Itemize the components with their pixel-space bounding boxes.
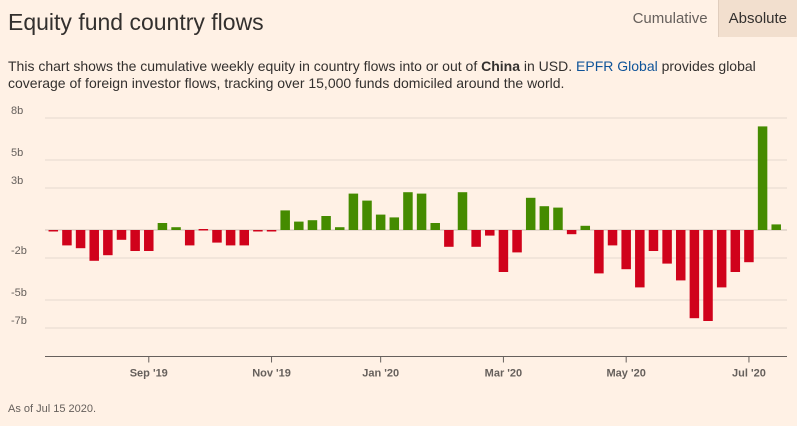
bar xyxy=(130,230,140,251)
bar xyxy=(675,230,686,281)
bar xyxy=(375,214,386,230)
bar xyxy=(539,206,550,230)
bar xyxy=(348,193,359,230)
y-tick-label: 5b xyxy=(11,147,23,159)
bar xyxy=(444,230,454,247)
bar xyxy=(184,230,195,246)
bar xyxy=(239,230,250,246)
bar xyxy=(416,193,427,230)
bar xyxy=(103,230,113,256)
chart-title: Equity fund country flows xyxy=(8,9,264,35)
y-tick-label: 3b xyxy=(11,175,23,187)
description-country: China xyxy=(481,58,520,74)
bar xyxy=(266,230,277,232)
x-tick-label: May '20 xyxy=(607,368,646,380)
description-text-3: provides global coverage of foreign inve… xyxy=(8,58,756,91)
bar xyxy=(144,230,154,251)
x-tick-label: Mar '20 xyxy=(485,368,522,380)
y-tick-label: -5b xyxy=(11,287,27,299)
bar xyxy=(512,230,522,253)
bar xyxy=(198,229,209,231)
bar xyxy=(403,192,413,230)
bar xyxy=(771,224,781,230)
y-tick-label: -7b xyxy=(11,315,27,327)
bar xyxy=(580,225,591,230)
x-tick-label: Nov '19 xyxy=(252,368,291,380)
bar xyxy=(594,230,604,274)
tab-cumulative[interactable]: Cumulative xyxy=(622,0,718,37)
bar xyxy=(457,192,468,230)
x-tick-label: Sep '19 xyxy=(130,368,168,380)
bar xyxy=(607,230,618,246)
x-tick-label: Jan '20 xyxy=(362,368,399,380)
bar xyxy=(471,230,481,247)
view-tabs: Cumulative Absolute xyxy=(622,0,797,37)
bar xyxy=(225,230,236,246)
bar xyxy=(89,230,99,261)
bar xyxy=(307,220,318,230)
bar xyxy=(757,126,768,230)
bar xyxy=(498,230,509,272)
bar xyxy=(212,230,222,243)
x-tick-label: Jul '20 xyxy=(732,368,766,380)
y-tick-label: 8b xyxy=(11,105,23,117)
bar xyxy=(689,230,700,319)
bar xyxy=(157,223,168,230)
bar xyxy=(703,230,713,321)
bar xyxy=(553,207,563,230)
bar xyxy=(716,230,727,288)
bar xyxy=(744,230,754,263)
bar xyxy=(662,230,672,264)
bar xyxy=(253,230,263,232)
bar xyxy=(75,230,86,249)
bar xyxy=(294,221,304,230)
bar xyxy=(635,230,645,288)
bar xyxy=(621,230,631,270)
bar xyxy=(525,197,536,230)
bar xyxy=(389,217,400,230)
bar xyxy=(321,216,331,230)
tab-absolute[interactable]: Absolute xyxy=(717,0,797,37)
bar xyxy=(730,230,741,272)
bar xyxy=(334,227,345,230)
footer-note: As of Jul 15 2020. xyxy=(8,403,97,415)
bar xyxy=(280,210,290,230)
bar xyxy=(566,230,577,235)
bar xyxy=(648,230,659,251)
bar xyxy=(485,230,495,236)
bar xyxy=(116,230,127,240)
bar xyxy=(430,223,440,230)
epfr-global-link[interactable]: EPFR Global xyxy=(576,58,658,74)
bar xyxy=(62,230,72,246)
bar xyxy=(171,227,181,230)
description-text-1: This chart shows the cumulative weekly e… xyxy=(8,58,482,74)
description-text-2: in USD. xyxy=(520,58,577,74)
chart-description: This chart shows the cumulative weekly e… xyxy=(8,58,778,92)
y-tick-label: -2b xyxy=(11,245,27,257)
bar xyxy=(48,230,59,232)
bar xyxy=(362,200,372,230)
